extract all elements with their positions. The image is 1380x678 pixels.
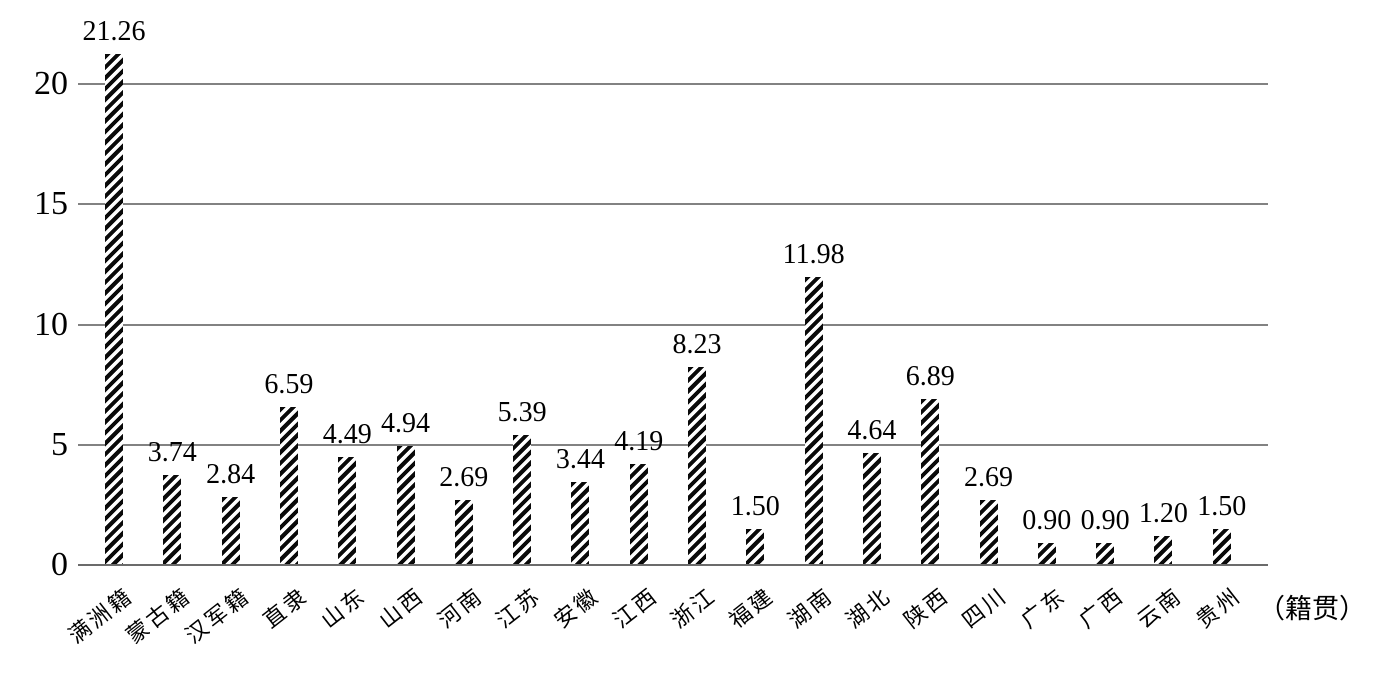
bar <box>979 500 998 565</box>
x-axis-label: 福建 <box>724 582 780 633</box>
gridline <box>78 443 1268 446</box>
gridline <box>78 323 1268 326</box>
bar <box>1154 536 1173 565</box>
bar <box>862 453 881 565</box>
bar-value-label: 4.94 <box>381 408 430 440</box>
bar-value-label: 11.98 <box>782 238 845 270</box>
bar-value-label: 1.50 <box>1197 490 1247 522</box>
x-axis-label: 满洲籍 <box>63 582 139 649</box>
x-axis-label: 广东 <box>1016 582 1071 633</box>
bar <box>221 496 240 565</box>
x-axis-label: 江苏 <box>491 582 547 633</box>
gridline <box>78 203 1268 206</box>
x-axis-label: 云南 <box>1132 582 1188 633</box>
bar-value-label: 1.50 <box>730 490 780 522</box>
bar-value-label: 6.89 <box>905 361 955 393</box>
y-axis-tick-label: 0 <box>51 546 68 583</box>
bar-value-label: 4.64 <box>847 415 897 447</box>
bar-value-label: 4.49 <box>322 419 372 450</box>
bar <box>1096 543 1115 565</box>
bar-value-label: 0.90 <box>1022 505 1072 537</box>
bar <box>688 367 706 565</box>
bar <box>746 528 765 565</box>
x-axis-label: 湖北 <box>841 582 897 633</box>
x-axis-unit-label: （籍贯） <box>1258 594 1366 624</box>
bar <box>105 53 123 565</box>
bar <box>921 399 940 565</box>
bar-value-label: 21.26 <box>82 15 146 47</box>
bar <box>396 446 415 565</box>
x-axis-label: 四川 <box>957 582 1013 633</box>
bar-value-label: 2.69 <box>439 462 489 494</box>
bar <box>804 276 823 565</box>
bar <box>163 475 182 565</box>
bar-value-label: 5.39 <box>497 397 547 429</box>
bar-value-label: 2.84 <box>206 458 256 490</box>
y-axis-tick-label: 5 <box>51 425 68 463</box>
x-axis-label: 广西 <box>1074 582 1130 633</box>
bar-value-label: 0.90 <box>1080 505 1130 537</box>
bar <box>1037 543 1056 565</box>
gridline <box>78 83 1268 85</box>
x-axis-line <box>78 564 1268 566</box>
x-axis-label: 陕西 <box>899 582 955 633</box>
bar <box>338 457 357 565</box>
bar <box>279 406 298 565</box>
x-axis-label: 山东 <box>316 582 372 633</box>
bar-value-label: 1.20 <box>1138 498 1188 530</box>
x-axis-label: 河南 <box>433 582 488 633</box>
y-axis-tick-label: 10 <box>34 305 68 343</box>
y-axis-tick-label: 15 <box>34 185 68 223</box>
x-axis-label: 直隶 <box>258 582 314 633</box>
bar-value-label: 3.74 <box>147 437 197 469</box>
bar <box>454 500 473 565</box>
bar-value-label: 2.69 <box>964 462 1013 494</box>
y-axis-tick-label: 20 <box>34 65 68 102</box>
x-axis-label: 贵州 <box>1191 582 1246 633</box>
bar <box>571 482 590 565</box>
x-axis-label: 湖南 <box>782 582 838 633</box>
x-axis-label: 蒙古籍 <box>121 582 197 649</box>
x-axis-label: 浙江 <box>666 582 722 633</box>
bar <box>513 435 532 565</box>
x-axis-label: 江西 <box>608 582 663 633</box>
bar-value-label: 3.44 <box>555 444 605 476</box>
bar-value-label: 4.19 <box>614 426 664 458</box>
x-axis-label: 安徽 <box>549 582 605 633</box>
bar <box>1212 528 1231 565</box>
x-axis-label: 汉军籍 <box>180 582 255 649</box>
bar <box>629 464 648 565</box>
bar-value-label: 8.23 <box>672 329 722 361</box>
bar-value-label: 6.59 <box>264 368 314 400</box>
x-axis-label: 山西 <box>374 582 430 633</box>
